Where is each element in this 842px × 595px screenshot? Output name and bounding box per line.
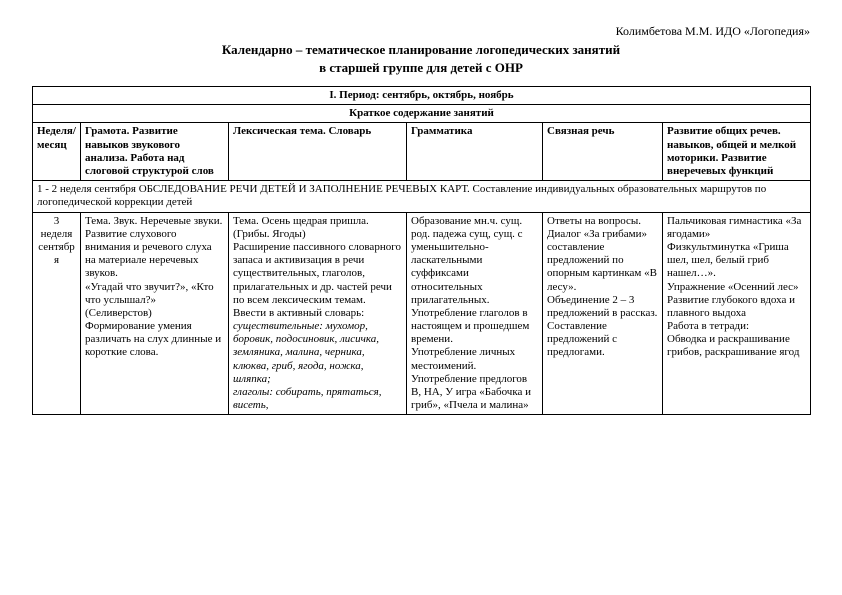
general-text: Пальчиковая гимнастика «За ягодами» Физк… — [667, 215, 801, 359]
header-row: Неделя/месяц Грамота. Развитие навыков з… — [33, 123, 811, 181]
col-head-general: Развитие общих речев. навыков, общей и м… — [663, 123, 811, 181]
title-line-2: в старшей группе для детей с ОНР — [32, 59, 810, 77]
col-head-week: Неделя/месяц — [33, 123, 81, 181]
table-row: 3 неделя сентября Тема. Звук. Неречевые … — [33, 212, 811, 415]
grammar-cell: Образование мн.ч. сущ. род. падежа сущ, … — [407, 212, 543, 415]
lexical-text-b: существительные: мухомор, боровик, подос… — [233, 320, 379, 385]
subheader-row: Краткое содержание занятий — [33, 105, 811, 123]
speech-cell: Ответы на вопросы. Диалог «За грибами» с… — [543, 212, 663, 415]
week-cell: 3 неделя сентября — [33, 212, 81, 415]
author-line: Колимбетова М.М. ИДО «Логопедия» — [32, 24, 810, 39]
gramota-cell: Тема. Звук. Неречевые звуки. Развитие сл… — [81, 212, 229, 415]
col-head-lexical: Лексическая тема. Словарь — [229, 123, 407, 181]
planning-table: I. Период: сентябрь, октябрь, ноябрь Кра… — [32, 86, 811, 415]
col-head-gramota: Грамота. Развитие навыков звукового анал… — [81, 123, 229, 181]
lexical-cell: Тема. Осень щедрая пришла. (Грибы. Ягоды… — [229, 212, 407, 415]
gramota-text: Тема. Звук. Неречевые звуки. Развитие сл… — [85, 215, 222, 359]
lexical-text-a: Тема. Осень щедрая пришла. (Грибы. Ягоды… — [233, 215, 401, 319]
col-head-speech: Связная речь — [543, 123, 663, 181]
title-block: Календарно – тематическое планирование л… — [32, 41, 810, 76]
col-head-grammar: Грамматика — [407, 123, 543, 181]
speech-text: Ответы на вопросы. Диалог «За грибами» с… — [547, 215, 657, 359]
subheader-cell: Краткое содержание занятий — [33, 105, 811, 123]
grammar-text: Образование мн.ч. сущ. род. падежа сущ, … — [411, 215, 531, 412]
span-row: 1 - 2 неделя сентября ОБСЛЕДОВАНИЕ РЕЧИ … — [33, 181, 811, 212]
lexical-text-c: глаголы: собирать, прятаться, висеть, — [233, 386, 381, 411]
general-cell: Пальчиковая гимнастика «За ягодами» Физк… — [663, 212, 811, 415]
span-cell: 1 - 2 неделя сентября ОБСЛЕДОВАНИЕ РЕЧИ … — [33, 181, 811, 212]
title-line-1: Календарно – тематическое планирование л… — [32, 41, 810, 59]
period-cell: I. Период: сентябрь, октябрь, ноябрь — [33, 87, 811, 105]
period-row: I. Период: сентябрь, октябрь, ноябрь — [33, 87, 811, 105]
